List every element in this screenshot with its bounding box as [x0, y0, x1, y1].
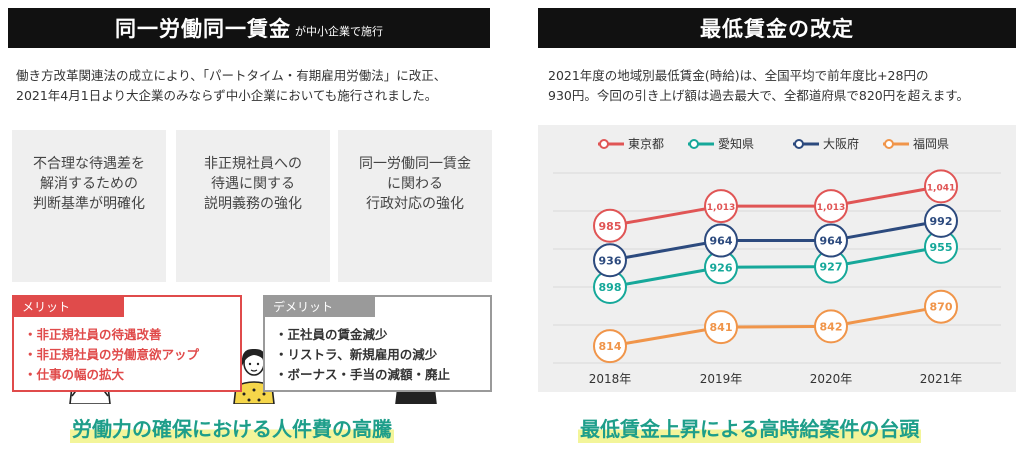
left-conclusion: 労働力の確保における人件費の高騰	[70, 413, 394, 443]
right-intro-line: 930円。今回の引き上げ額は過去最大で、全都道府県で820円を超えます。	[548, 88, 969, 103]
chart-panel: 東京都 愛知県 大阪府 福岡県 2018年 2019年 2020年 2021年 985 1,013…	[538, 125, 1016, 392]
card-line: に関わる	[387, 176, 443, 192]
card-line: 不合理な待遇差を	[33, 156, 145, 172]
left-intro: 働き方改革関連法の成立により、「パートタイム・有期雇用労働法」に改正、 2021…	[16, 66, 496, 106]
data-point	[924, 203, 958, 238]
right-intro-line: 2021年度の地域別最低賃金(時給)は、全国平均で前年度比+28円の	[548, 68, 929, 83]
data-label: 814	[599, 340, 622, 353]
data-point	[593, 329, 627, 364]
policy-card-text: 同一労働同一賃金 に関わる 行政対応の強化	[338, 154, 492, 214]
data-label: 927	[820, 261, 843, 274]
policy-card-text: 不合理な待遇差を 解消するための 判断基準が明確化	[12, 154, 166, 214]
x-tick-label: 2021年	[920, 372, 963, 386]
data-point	[924, 169, 958, 204]
demerit-item: ・正社員の賃金減少	[275, 327, 388, 342]
data-point	[593, 243, 627, 278]
data-point	[814, 223, 848, 258]
right-header-title: 最低賃金の改定	[700, 17, 854, 41]
policy-card: 不合理な待遇差を 解消するための 判断基準が明確化	[12, 130, 166, 404]
card-line: 判断基準が明確化	[33, 196, 145, 212]
data-label: 964	[820, 235, 843, 248]
right-conclusion: 最低賃金上昇による高時給案件の台頭	[578, 413, 922, 443]
data-point	[704, 310, 738, 345]
merit-box: メリット ・非正規社員の待遇改善 ・非正規社員の労働意欲アップ ・仕事の幅の拡大	[12, 295, 242, 392]
legend-marker	[884, 139, 894, 149]
card-line: 行政対応の強化	[366, 196, 464, 212]
series-line	[609, 184, 942, 228]
left-header-subtitle: が中小企業で施行	[295, 25, 383, 38]
card-line: 解消するための	[40, 176, 138, 192]
data-label: 936	[599, 254, 622, 267]
right-intro: 2021年度の地域別最低賃金(時給)は、全国平均で前年度比+28円の 930円。…	[548, 66, 1018, 106]
data-point	[704, 189, 738, 224]
left-intro-line: 2021年4月1日より大企業のみならず中小企業においても施行されました。	[16, 88, 438, 103]
policy-card-text: 非正規社員への 待遇に関する 説明義務の強化	[176, 154, 330, 214]
merit-item: ・非正規社員の待遇改善	[24, 327, 162, 342]
demerit-item: ・リストラ、新規雇用の減少	[275, 347, 438, 362]
card-line: 説明義務の強化	[204, 196, 302, 212]
legend-marker	[794, 139, 804, 149]
legend-marker	[689, 139, 699, 149]
left-header-title: 同一労働同一賃金	[115, 17, 291, 41]
data-label: 841	[710, 321, 733, 334]
legend-marker	[599, 139, 609, 149]
merit-label: メリット	[12, 295, 124, 317]
demerit-list: ・正社員の賃金減少 ・リストラ、新規雇用の減少 ・ボーナス・手当の減額・廃止	[275, 325, 450, 385]
series-line	[609, 219, 942, 262]
x-tick-label: 2019年	[700, 372, 743, 386]
data-label: 992	[930, 215, 953, 228]
data-label: 955	[930, 241, 953, 254]
right-header: 最低賃金の改定	[538, 8, 1016, 48]
merit-item: ・仕事の幅の拡大	[24, 367, 125, 382]
data-label: 985	[599, 220, 622, 233]
data-point	[814, 189, 848, 224]
merit-item: ・非正規社員の労働意欲アップ	[24, 347, 200, 362]
x-tick-label: 2020年	[810, 372, 853, 386]
series-line	[609, 305, 942, 348]
data-label: 926	[710, 261, 733, 274]
data-label: 898	[599, 281, 622, 294]
demerit-label: デメリット	[263, 295, 375, 317]
data-label: 870	[930, 301, 953, 314]
x-tick-label: 2018年	[589, 372, 632, 386]
left-header: 同一労働同一賃金 が中小企業で施行	[8, 8, 490, 48]
data-label: 1,041	[927, 183, 955, 193]
legend-label: 大阪府	[823, 136, 859, 151]
policy-card: 非正規社員への 待遇に関する 説明義務の強化	[176, 130, 330, 404]
data-label: 1,013	[817, 203, 845, 213]
legend-label: 愛知県	[718, 137, 754, 151]
demerit-box: デメリット ・正社員の賃金減少 ・リストラ、新規雇用の減少 ・ボーナス・手当の減…	[263, 295, 492, 392]
legend-label: 福岡県	[913, 136, 949, 151]
data-label: 842	[820, 320, 843, 333]
data-point	[704, 223, 738, 258]
card-line: 待遇に関する	[211, 176, 295, 192]
data-point	[814, 309, 848, 344]
policy-card: 同一労働同一賃金 に関わる 行政対応の強化	[338, 130, 492, 404]
data-label: 1,013	[707, 203, 735, 213]
merit-list: ・非正規社員の待遇改善 ・非正規社員の労働意欲アップ ・仕事の幅の拡大	[24, 325, 199, 385]
left-intro-line: 働き方改革関連法の成立により、「パートタイム・有期雇用労働法」に改正、	[16, 68, 447, 83]
data-label: 964	[710, 235, 733, 248]
demerit-item: ・ボーナス・手当の減額・廃止	[275, 367, 451, 382]
card-line: 同一労働同一賃金	[359, 156, 471, 172]
data-point	[593, 208, 627, 243]
data-point	[924, 289, 958, 324]
line-chart: 東京都 愛知県 大阪府 福岡県 2018年 2019年 2020年 2021年 985 1,013…	[553, 136, 1001, 386]
card-line: 非正規社員への	[204, 156, 302, 172]
legend-label: 東京都	[628, 137, 664, 151]
series-line	[609, 245, 942, 289]
